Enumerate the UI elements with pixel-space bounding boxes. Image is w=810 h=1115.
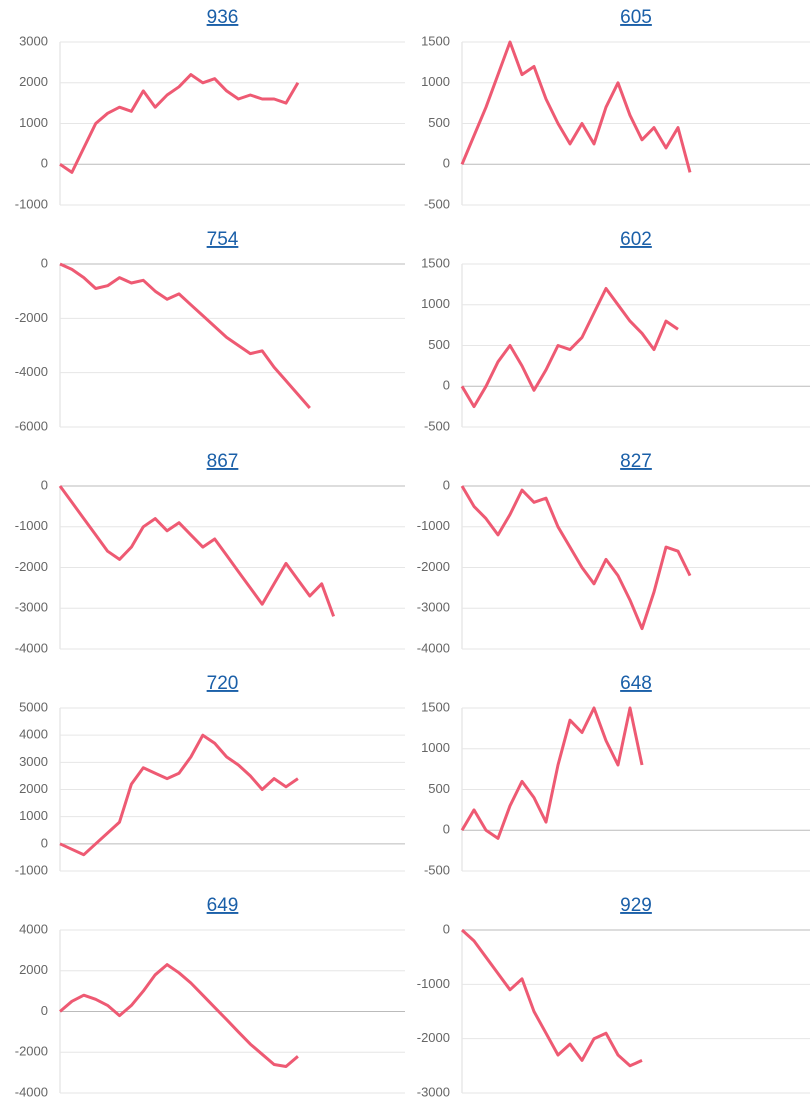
y-tick-label: 0 <box>443 156 450 171</box>
y-tick-label: 1500 <box>421 699 450 714</box>
y-tick-label: 1500 <box>421 33 450 48</box>
data-line <box>460 928 643 1068</box>
data-line <box>59 963 299 1068</box>
y-tick-label: -4000 <box>417 640 450 655</box>
y-tick-label: 0 <box>41 255 48 270</box>
y-tick-label: 1000 <box>421 74 450 89</box>
y-tick-label: -3000 <box>417 1084 450 1099</box>
y-tick-label: 5000 <box>19 699 48 714</box>
y-tick-label: 0 <box>443 921 450 936</box>
y-tick-label: 1000 <box>19 115 48 130</box>
y-tick-label: 0 <box>443 822 450 837</box>
y-tick-label: -2000 <box>15 310 48 325</box>
y-tick-label: 4000 <box>19 727 48 742</box>
data-line <box>58 485 336 617</box>
y-tick-label: 4000 <box>19 921 48 936</box>
y-tick-label: -1000 <box>15 518 48 533</box>
y-tick-label: 2000 <box>19 781 48 796</box>
y-tick-label: -2000 <box>417 559 450 574</box>
chart-title[interactable]: 754 <box>207 229 239 250</box>
y-tick-label: 2000 <box>19 962 48 977</box>
y-tick-label: 3000 <box>19 33 48 48</box>
y-tick-label: -2000 <box>15 1044 48 1059</box>
data-line <box>59 733 299 857</box>
y-tick-label: -1000 <box>417 518 450 533</box>
y-tick-label: -4000 <box>15 364 48 379</box>
y-tick-label: 0 <box>41 835 48 850</box>
data-line <box>59 73 300 174</box>
data-line <box>460 485 692 631</box>
y-tick-label: 500 <box>428 337 450 352</box>
y-tick-label: -4000 <box>15 1084 48 1099</box>
y-tick-label: -500 <box>424 196 450 211</box>
y-tick-label: 1000 <box>19 808 48 823</box>
y-tick-label: -6000 <box>15 418 48 433</box>
chart-title[interactable]: 827 <box>620 451 652 472</box>
data-line <box>460 706 644 840</box>
y-tick-label: 500 <box>428 115 450 130</box>
y-tick-label: 1000 <box>421 740 450 755</box>
chart-title[interactable]: 648 <box>620 673 652 694</box>
chart-title[interactable]: 929 <box>620 895 652 916</box>
y-tick-label: -1000 <box>15 196 48 211</box>
y-tick-label: -3000 <box>15 600 48 615</box>
chart-title[interactable]: 720 <box>207 673 239 694</box>
y-tick-label: 2000 <box>19 74 48 89</box>
y-tick-label: 0 <box>443 477 450 492</box>
y-tick-label: -2000 <box>417 1030 450 1045</box>
y-tick-label: -500 <box>424 418 450 433</box>
chart-title[interactable]: 936 <box>207 7 239 28</box>
y-tick-label: 3000 <box>19 754 48 769</box>
y-tick-label: -4000 <box>15 640 48 655</box>
y-tick-label: -1000 <box>417 976 450 991</box>
y-tick-label: 0 <box>41 1003 48 1018</box>
y-tick-label: 0 <box>41 156 48 171</box>
chart-title[interactable]: 605 <box>620 7 652 28</box>
y-tick-label: 500 <box>428 781 450 796</box>
y-tick-label: 0 <box>443 378 450 393</box>
chart-title[interactable]: 602 <box>620 229 652 250</box>
y-tick-label: -3000 <box>417 600 450 615</box>
y-tick-label: 1500 <box>421 255 450 270</box>
y-tick-label: -1000 <box>15 862 48 877</box>
data-line <box>59 262 311 409</box>
data-line <box>460 40 692 173</box>
data-line <box>460 287 679 409</box>
y-tick-label: 0 <box>41 477 48 492</box>
y-tick-label: -2000 <box>15 559 48 574</box>
chart-title[interactable]: 649 <box>207 895 239 916</box>
y-tick-label: -500 <box>424 862 450 877</box>
y-tick-label: 1000 <box>421 296 450 311</box>
chart-title[interactable]: 867 <box>207 451 239 472</box>
